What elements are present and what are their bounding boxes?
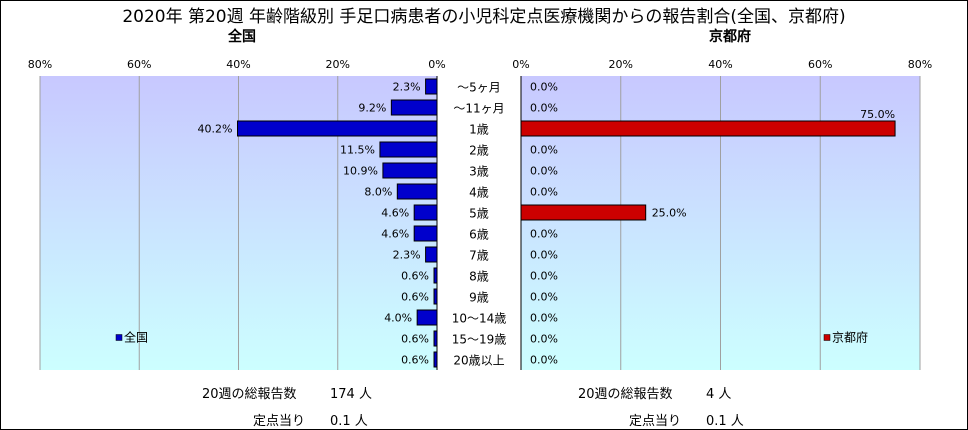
national-bar bbox=[425, 78, 438, 95]
chart-title: 2020年 第20週 年齢階級別 手足口病患者の小児科定点医療機関からの報告割合… bbox=[122, 7, 846, 27]
national-tick-label: 80% bbox=[28, 58, 52, 71]
national-bar bbox=[382, 162, 438, 179]
category-label: 9歳 bbox=[469, 291, 489, 305]
kyoto-data-label: 0.0% bbox=[530, 81, 558, 94]
national-bar bbox=[416, 309, 438, 326]
kyoto-tick-label: 20% bbox=[609, 58, 633, 71]
national-data-label: 4.6% bbox=[381, 228, 409, 241]
national-bar bbox=[433, 267, 438, 284]
kyoto-data-label: 0.0% bbox=[530, 165, 558, 178]
national-data-label: 0.6% bbox=[401, 270, 429, 283]
kyoto-total-label: 20週の総報告数 bbox=[578, 387, 673, 402]
national-bar bbox=[390, 99, 438, 116]
category-label: 5歳 bbox=[469, 207, 489, 221]
kyoto-data-label: 0.0% bbox=[530, 144, 558, 157]
national-bar bbox=[237, 120, 438, 137]
national-total-label: 20週の総報告数 bbox=[202, 387, 297, 402]
category-label: 15～19歳 bbox=[452, 333, 507, 347]
national-tick-label: 0% bbox=[428, 58, 445, 71]
national-bar bbox=[396, 183, 438, 200]
category-label: ～5ヶ月 bbox=[457, 81, 501, 95]
national-per-value: 0.1 人 bbox=[330, 414, 368, 429]
national-bar bbox=[413, 225, 438, 242]
national-tick-label: 60% bbox=[127, 58, 151, 71]
category-label: 6歳 bbox=[469, 228, 489, 242]
national-data-label: 10.9% bbox=[343, 165, 378, 178]
national-per-label: 定点当り bbox=[253, 414, 306, 429]
national-data-label: 11.5% bbox=[340, 144, 375, 157]
category-label: 7歳 bbox=[469, 249, 489, 263]
kyoto-panel-title: 京都府 bbox=[709, 29, 751, 45]
national-bar bbox=[433, 288, 438, 305]
national-data-label: 4.0% bbox=[384, 312, 412, 325]
national-legend-label: 全国 bbox=[124, 330, 148, 345]
national-bar bbox=[433, 351, 438, 368]
kyoto-data-label: 0.0% bbox=[530, 333, 558, 346]
kyoto-tick-label: 40% bbox=[708, 58, 732, 71]
kyoto-data-label: 0.0% bbox=[530, 354, 558, 367]
national-data-label: 0.6% bbox=[401, 291, 429, 304]
kyoto-bar bbox=[520, 204, 647, 221]
category-label: 20歳以上 bbox=[453, 354, 504, 368]
kyoto-legend-swatch bbox=[823, 334, 831, 341]
national-bar bbox=[413, 204, 438, 221]
kyoto-data-label: 0.0% bbox=[530, 102, 558, 115]
national-bar bbox=[425, 246, 438, 263]
category-label: ～11ヶ月 bbox=[453, 102, 504, 116]
category-label: 8歳 bbox=[469, 270, 489, 284]
kyoto-data-label: 0.0% bbox=[530, 249, 558, 262]
kyoto-per-value: 0.1 人 bbox=[706, 414, 744, 429]
kyoto-data-label: 0.0% bbox=[530, 228, 558, 241]
national-data-label: 0.6% bbox=[401, 354, 429, 367]
category-label: 4歳 bbox=[469, 186, 489, 200]
kyoto-data-label: 0.0% bbox=[530, 291, 558, 304]
kyoto-data-label: 0.0% bbox=[530, 312, 558, 325]
national-data-label: 40.2% bbox=[198, 123, 233, 136]
national-tick-label: 40% bbox=[226, 58, 250, 71]
kyoto-legend-label: 京都府 bbox=[832, 330, 868, 345]
category-label: 1歳 bbox=[469, 123, 489, 137]
national-data-label: 9.2% bbox=[358, 102, 386, 115]
national-bar bbox=[379, 141, 438, 158]
national-tick-label: 20% bbox=[326, 58, 350, 71]
kyoto-bar bbox=[520, 120, 896, 137]
national-data-label: 8.0% bbox=[364, 186, 392, 199]
category-label: 10～14歳 bbox=[452, 312, 507, 326]
kyoto-data-label: 75.0% bbox=[860, 108, 895, 121]
national-data-label: 2.3% bbox=[393, 81, 421, 94]
national-data-label: 2.3% bbox=[393, 249, 421, 262]
category-label: 3歳 bbox=[469, 165, 489, 179]
kyoto-tick-label: 0% bbox=[512, 58, 529, 71]
kyoto-data-label: 25.0% bbox=[652, 207, 687, 220]
national-data-label: 0.6% bbox=[401, 333, 429, 346]
category-label: 2歳 bbox=[469, 144, 489, 158]
national-data-label: 4.6% bbox=[381, 207, 409, 220]
kyoto-data-label: 0.0% bbox=[530, 186, 558, 199]
national-legend-swatch bbox=[115, 334, 123, 341]
kyoto-data-label: 0.0% bbox=[530, 270, 558, 283]
national-bar bbox=[433, 330, 438, 347]
national-total-value: 174 人 bbox=[330, 387, 372, 402]
kyoto-tick-label: 60% bbox=[808, 58, 832, 71]
national-panel-title: 全国 bbox=[228, 29, 256, 45]
kyoto-tick-label: 80% bbox=[908, 58, 932, 71]
kyoto-total-value: 4 人 bbox=[706, 387, 732, 402]
kyoto-per-label: 定点当り bbox=[629, 414, 682, 429]
